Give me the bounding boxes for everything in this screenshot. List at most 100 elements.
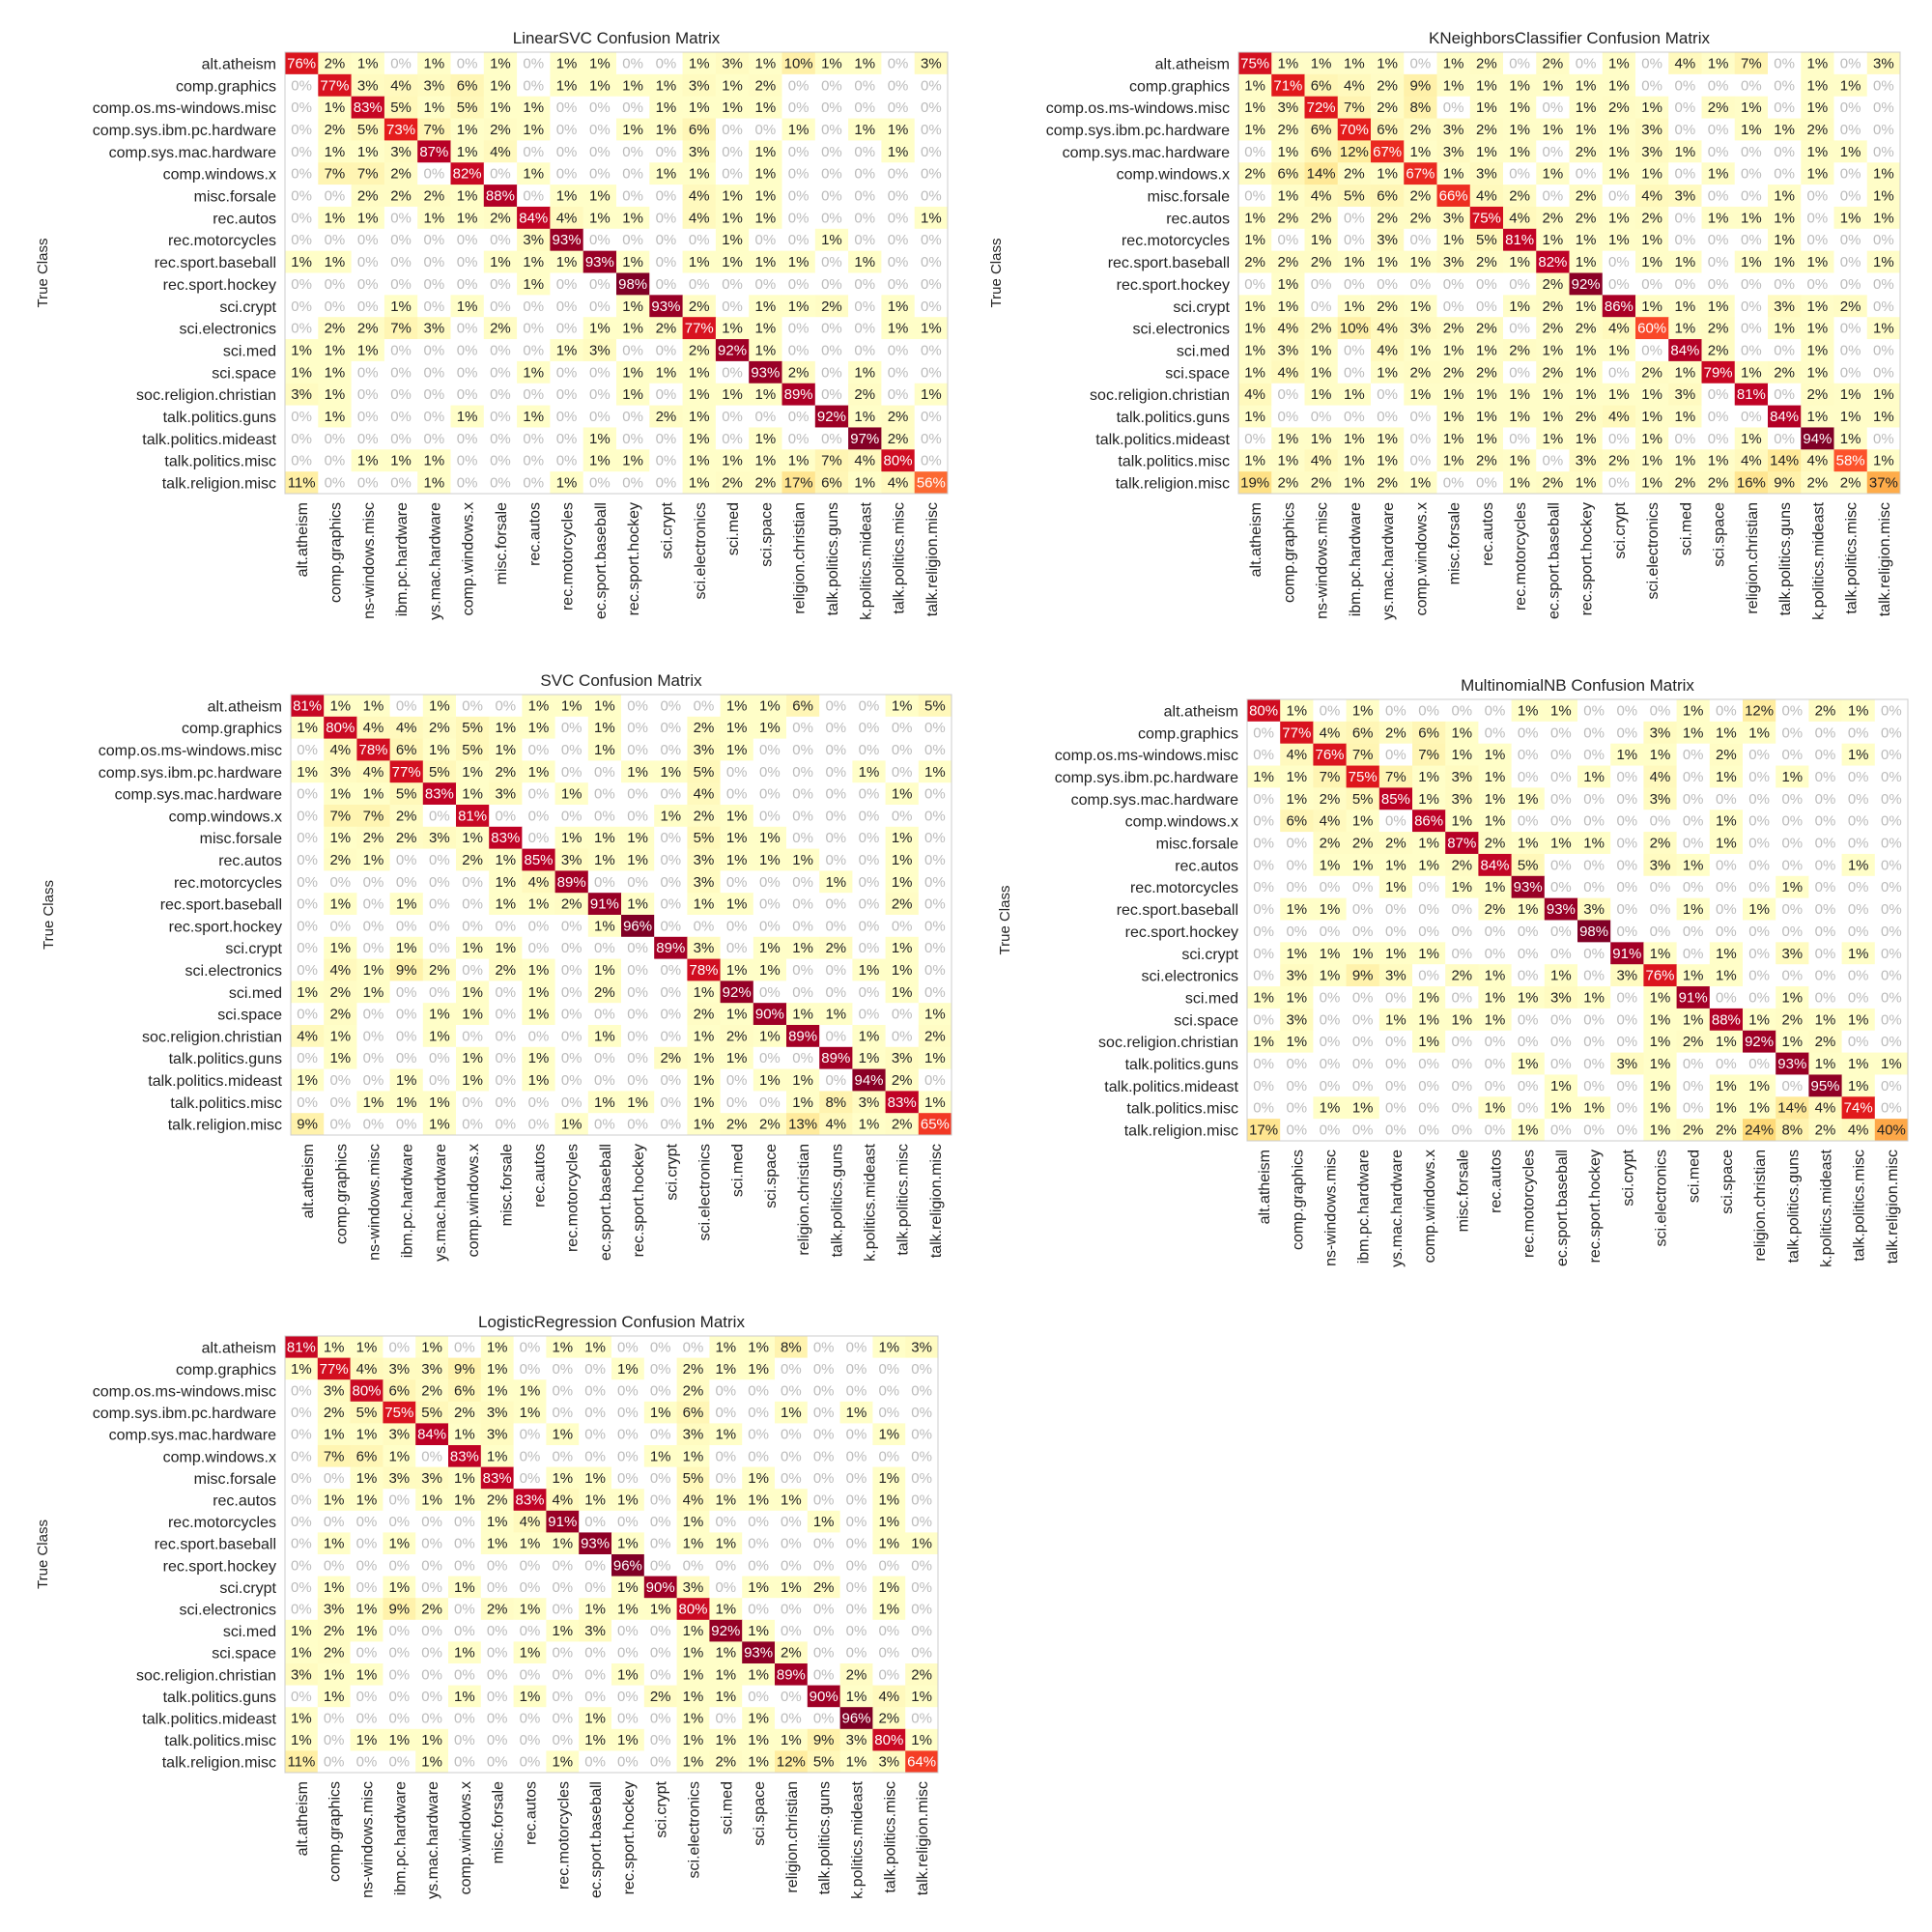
cell-value-label: 0% xyxy=(825,786,846,803)
cell-value-label: 0% xyxy=(924,808,946,824)
cell-value-label: 1% xyxy=(1278,188,1299,205)
heatmap-cell xyxy=(914,96,949,120)
y-tick-label: rec.motorcycles xyxy=(174,875,282,892)
cell-value-label: 0% xyxy=(1616,769,1637,785)
heatmap-cell xyxy=(814,471,849,495)
cell-value-label: 1% xyxy=(1286,1034,1307,1050)
cell-value-label: 4% xyxy=(528,874,550,891)
cell-value-label: 0% xyxy=(1616,1122,1637,1139)
cell-value-label: 1% xyxy=(528,697,550,714)
cell-value-label: 0% xyxy=(297,808,318,824)
cell-value-label: 1% xyxy=(1641,298,1662,315)
cell-value-label: 0% xyxy=(1253,946,1274,962)
x-tick-label: comp.windows.x xyxy=(1422,1150,1438,1263)
cell-value-label: 0% xyxy=(1550,791,1572,808)
cell-value-label: 1% xyxy=(1543,409,1564,425)
cell-value-label: 0% xyxy=(825,808,846,824)
heatmap-cell xyxy=(318,360,353,384)
cell-value-label: 1% xyxy=(1641,431,1662,447)
heatmap-cell xyxy=(814,206,849,230)
heatmap-cell xyxy=(1602,162,1636,185)
x-tick-label: ec.sport.baseball xyxy=(1546,502,1562,619)
cell-value-label: 0% xyxy=(722,298,743,315)
cell-value-label: 1% xyxy=(1443,342,1464,358)
cell-value-label: 0% xyxy=(781,1623,802,1639)
heatmap-cell xyxy=(649,295,684,318)
heatmap-cell xyxy=(450,339,485,362)
cell-value-label: 1% xyxy=(1418,769,1439,785)
cell-value-label: 2% xyxy=(324,1623,345,1639)
heatmap-cell xyxy=(285,185,319,208)
heatmap-cell xyxy=(1503,118,1537,141)
cell-value-label: 3% xyxy=(1774,298,1795,315)
cell-value-label: 1% xyxy=(329,896,351,913)
cell-value-label: 1% xyxy=(421,1339,442,1355)
cell-value-label: 0% xyxy=(1286,1056,1307,1072)
cell-value-label: 0% xyxy=(363,896,384,913)
cell-value-label: 4% xyxy=(1311,188,1332,205)
cell-value-label: 0% xyxy=(396,697,417,714)
x-tick-labels: alt.atheism comp.graphics ns-windows.misc i… xyxy=(295,501,941,619)
cell-value-label: 0% xyxy=(617,1427,639,1443)
cell-value-label: 2% xyxy=(1485,901,1506,918)
cell-value-label: 0% xyxy=(457,232,478,248)
cell-value-label: 2% xyxy=(755,77,777,94)
cell-value-label: 1% xyxy=(726,962,748,979)
cell-value-label: 2% xyxy=(1815,1122,1836,1139)
cell-value-label: 0% xyxy=(650,1514,671,1530)
cell-value-label: 0% xyxy=(821,99,842,116)
heatmap-cell xyxy=(1271,162,1305,185)
heatmap-cell xyxy=(483,295,518,318)
cell-value-label: 0% xyxy=(888,254,909,270)
cell-value-label: 1% xyxy=(1320,946,1341,962)
cell-value-label: 6% xyxy=(821,475,842,492)
cell-value-label: 0% xyxy=(759,764,781,781)
cell-value-label: 5% xyxy=(462,742,483,758)
x-tick-label: sci.space xyxy=(752,1781,768,1846)
y-tick-label: comp.os.ms-windows.misc xyxy=(93,100,276,117)
cell-value-label: 0% xyxy=(1741,298,1762,315)
cell-value-label: 0% xyxy=(1708,276,1729,293)
cell-value-label: 0% xyxy=(1352,1056,1374,1072)
cell-value-label: 0% xyxy=(748,1405,769,1421)
y-tick-label: talk.politics.guns xyxy=(163,410,276,426)
cell-value-label: 1% xyxy=(1451,747,1472,763)
cell-value-label: 1% xyxy=(1683,724,1704,741)
cell-value-label: 1% xyxy=(1518,1056,1539,1072)
cell-value-label: 0% xyxy=(356,1711,378,1727)
cell-value-label: 3% xyxy=(694,852,715,868)
heatmap-cell xyxy=(1801,96,1834,120)
cell-value-label: 0% xyxy=(1385,989,1406,1006)
x-tick-label: sci.space xyxy=(1712,502,1728,567)
cell-value-label: 0% xyxy=(924,742,946,758)
heatmap-cell xyxy=(384,250,418,273)
x-tick-label: religion.christian xyxy=(784,1781,801,1893)
cell-value-label: 2% xyxy=(561,896,582,913)
heatmap-cell xyxy=(914,118,949,141)
heatmap-cell xyxy=(914,272,949,296)
heatmap-cell xyxy=(781,118,816,141)
plot-frame xyxy=(284,51,949,495)
y-tick-label: misc.forsale xyxy=(1156,837,1238,853)
cell-value-label: 0% xyxy=(781,1602,802,1618)
x-tick-label: comp.windows.x xyxy=(466,1144,482,1257)
heatmap-cell xyxy=(1371,162,1405,185)
heatmap-cell xyxy=(285,339,319,362)
y-tick-label: soc.religion.christian xyxy=(136,387,276,404)
cell-value-label: 0% xyxy=(356,1514,378,1530)
cell-value-label: 92% xyxy=(1572,276,1601,293)
cell-value-label: 0% xyxy=(888,364,909,381)
cell-value-label: 1% xyxy=(1650,1011,1671,1028)
heatmap-cell xyxy=(450,250,485,273)
cell-value-label: 0% xyxy=(1418,901,1439,918)
y-tick-label: rec.motorcycles xyxy=(1130,880,1238,896)
cell-value-label: 1% xyxy=(748,1666,769,1683)
heatmap-cell xyxy=(1271,250,1305,273)
heatmap-cell xyxy=(1866,228,1901,252)
heatmap-cell xyxy=(848,52,882,75)
cell-value-label: 4% xyxy=(1320,724,1341,741)
cell-value-label: 1% xyxy=(1550,1078,1572,1094)
cell-value-label: 4% xyxy=(1278,321,1299,337)
heatmap-cell xyxy=(715,250,750,273)
heatmap-cell xyxy=(749,295,782,318)
